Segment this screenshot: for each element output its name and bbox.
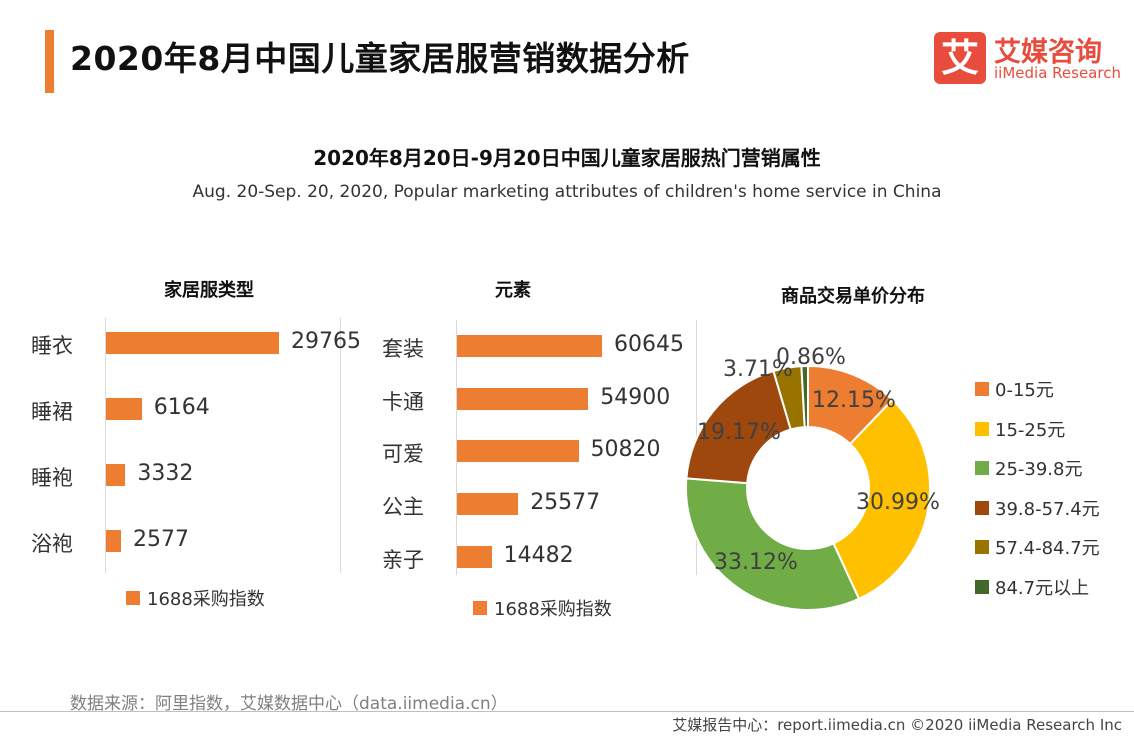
donut-percent-label: 12.15% bbox=[812, 388, 896, 413]
bar-category-label: 套装 bbox=[382, 337, 424, 361]
footer-credit: 艾媒报告中心：report.iimedia.cn ©2020 iiMedia R… bbox=[672, 716, 1122, 734]
legend-label: 0-15元 bbox=[995, 380, 1054, 401]
bar-axis-type-right bbox=[340, 318, 341, 573]
legend-swatch-type bbox=[126, 591, 140, 605]
legend-swatch bbox=[975, 382, 989, 396]
donut-percent-label: 33.12% bbox=[714, 550, 798, 575]
bar bbox=[106, 332, 279, 354]
bar-category-label: 睡衣 bbox=[31, 334, 73, 358]
donut-slice bbox=[832, 398, 931, 601]
legend-label: 15-25元 bbox=[995, 419, 1066, 441]
bar bbox=[106, 464, 126, 486]
bar-category-label: 亲子 bbox=[382, 547, 424, 572]
panel-title-element: 元素 bbox=[495, 280, 531, 301]
bar-value-label: 50820 bbox=[590, 437, 661, 463]
footer-divider bbox=[0, 711, 1134, 712]
bar-value-label: 14482 bbox=[503, 542, 574, 568]
bar bbox=[106, 398, 142, 420]
iimedia-logo-icon: 艾 bbox=[934, 32, 986, 84]
legend-swatch bbox=[975, 461, 989, 475]
donut-slice bbox=[800, 364, 809, 429]
logo-chinese-text: 艾媒咨询 bbox=[994, 37, 1102, 68]
panel-title-type: 家居服类型 bbox=[164, 280, 254, 301]
bar bbox=[457, 335, 602, 357]
bar-category-label: 可爱 bbox=[382, 442, 424, 467]
bar-category-label: 卡通 bbox=[382, 389, 424, 414]
bar bbox=[457, 440, 579, 463]
bar bbox=[457, 493, 519, 516]
data-source: 数据来源：阿里指数，艾媒数据中心（data.iimedia.cn） bbox=[70, 694, 508, 714]
donut-percent-label: 19.17% bbox=[697, 420, 781, 445]
legend-label: 39.8-57.4元 bbox=[995, 498, 1100, 520]
bar-value-label: 54900 bbox=[600, 384, 671, 410]
bar-axis-type bbox=[105, 318, 106, 573]
bar-value-label: 3332 bbox=[137, 461, 194, 486]
bar bbox=[106, 530, 121, 552]
page-title: 2020年8月中国儿童家居服营销数据分析 bbox=[70, 39, 690, 78]
legend-swatch bbox=[975, 579, 989, 594]
legend-swatch-element bbox=[473, 601, 487, 615]
bar-value-label: 60645 bbox=[614, 332, 684, 357]
bar bbox=[457, 387, 589, 410]
bar-category-label: 公主 bbox=[382, 495, 424, 520]
bar-value-label: 6164 bbox=[153, 395, 210, 420]
bar-value-label: 25577 bbox=[530, 490, 601, 516]
title-accent-bar bbox=[45, 30, 54, 93]
bar-value-label: 2577 bbox=[133, 527, 189, 552]
donut-chart bbox=[685, 364, 931, 611]
bar-category-label: 浴袍 bbox=[31, 532, 73, 556]
legend-label: 84.7元以上 bbox=[995, 577, 1090, 599]
legend-swatch bbox=[975, 421, 989, 436]
chart-subtitle-en: Aug. 20-Sep. 20, 2020, Popular marketing… bbox=[192, 182, 942, 202]
donut-percent-label: 3.71% bbox=[723, 357, 793, 382]
legend-swatch bbox=[975, 500, 989, 515]
donut-percent-label: 30.99% bbox=[856, 490, 940, 515]
legend-label: 57.4-84.7元 bbox=[995, 538, 1100, 559]
bar-value-label: 29765 bbox=[291, 329, 361, 354]
legend-swatch bbox=[975, 540, 989, 554]
bar-axis-element bbox=[456, 320, 457, 575]
donut-slice bbox=[685, 477, 861, 611]
legend-label-type: 1688采购指数 bbox=[147, 589, 265, 610]
legend-label: 25-39.8元 bbox=[995, 459, 1083, 480]
chart-subtitle-cn: 2020年8月20日-9月20日中国儿童家居服热门营销属性 bbox=[313, 146, 821, 170]
logo-english-text: iiMedia Research bbox=[994, 64, 1121, 82]
legend-label-element: 1688采购指数 bbox=[494, 599, 612, 620]
bar-category-label: 睡袍 bbox=[31, 466, 73, 490]
donut-percent-label: 0.86% bbox=[776, 345, 846, 370]
bar-category-label: 睡裙 bbox=[31, 400, 73, 424]
bar bbox=[457, 545, 492, 568]
panel-title-price: 商品交易单价分布 bbox=[781, 286, 925, 307]
